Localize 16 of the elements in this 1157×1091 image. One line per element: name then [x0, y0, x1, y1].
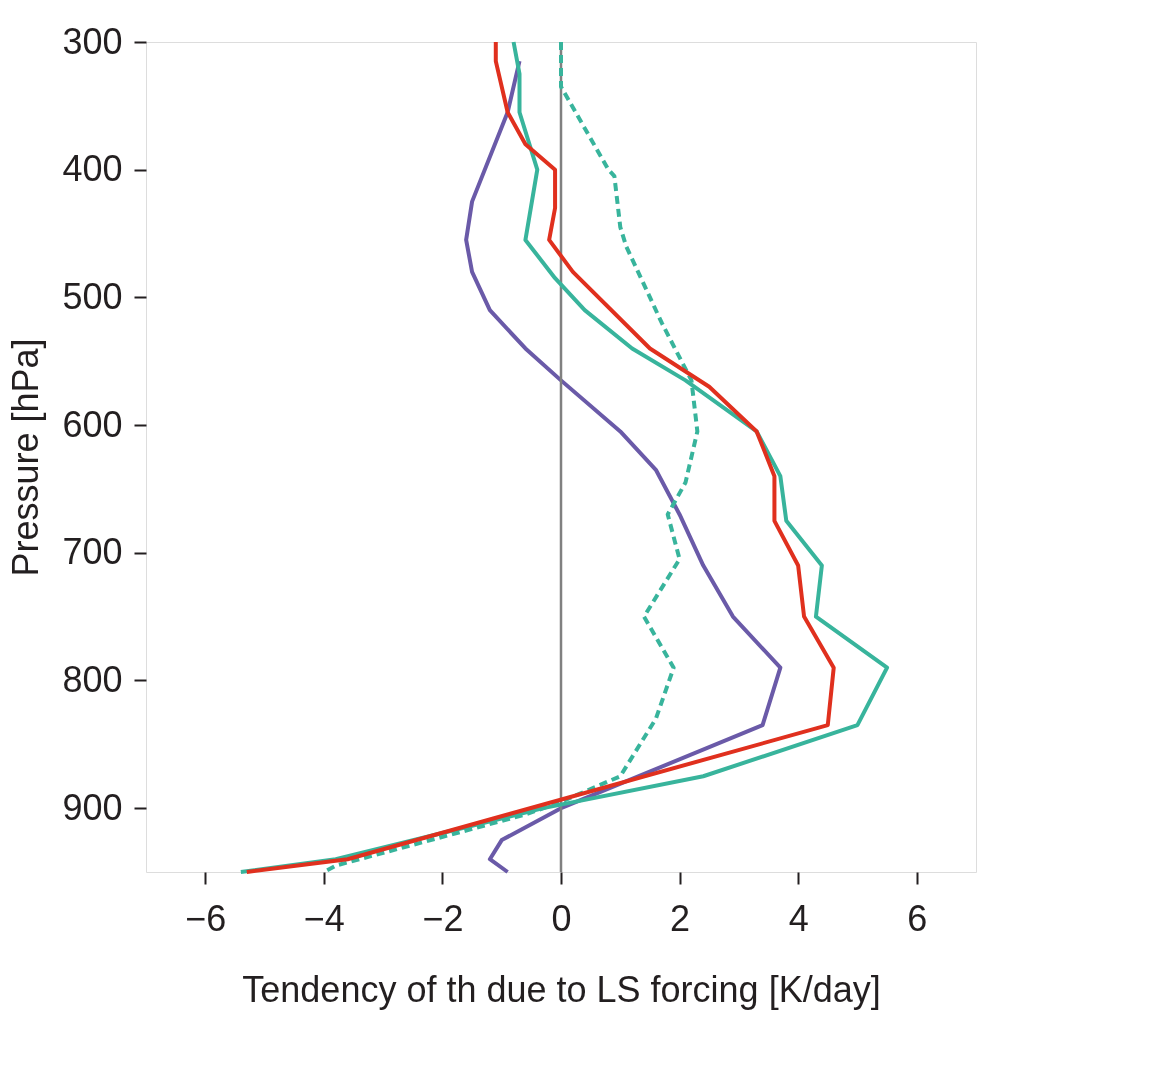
x-tick-label: −2	[422, 897, 464, 939]
x-tick-label: −6	[185, 897, 227, 939]
y-tick-label: 600	[62, 403, 123, 445]
x-tick-label: 0	[551, 897, 572, 939]
x-axis-title: Tendency of th due to LS forcing [K/day]	[242, 968, 881, 1010]
y-tick-label: 900	[62, 786, 123, 828]
y-tick-label: 500	[62, 275, 123, 317]
y-tick-label: 400	[62, 148, 123, 190]
y-tick-label: 800	[62, 658, 123, 700]
y-axis-title: Pressure [hPa]	[5, 338, 47, 577]
x-tick-label: 2	[670, 897, 691, 939]
x-tick-label: −4	[303, 897, 345, 939]
y-tick-label: 300	[62, 20, 123, 62]
y-tick-label: 700	[62, 531, 123, 573]
x-tick-label: 6	[907, 897, 928, 939]
x-tick-label: 4	[788, 897, 809, 939]
